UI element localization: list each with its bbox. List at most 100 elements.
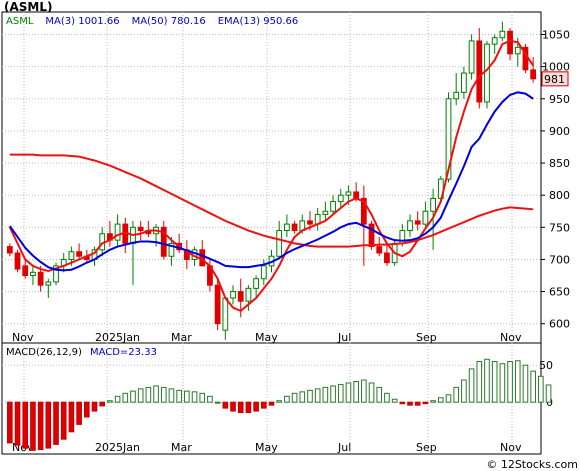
macd-bar <box>414 401 421 406</box>
y-tick-label: 1000 <box>542 61 570 74</box>
macd-bar <box>391 398 398 403</box>
ma3-line <box>8 39 534 313</box>
candle-down <box>476 40 483 103</box>
macd-bar <box>176 389 182 403</box>
macd-bar <box>230 401 236 412</box>
macd-bar <box>468 368 475 403</box>
candle-up <box>453 91 460 100</box>
macd-bar <box>291 392 298 403</box>
macd-bar <box>384 392 390 403</box>
macd-bar <box>330 385 336 403</box>
macd-x-tick-label: Sep <box>416 441 437 454</box>
candle-up <box>499 30 506 39</box>
x-tick-label: Sep <box>416 331 437 344</box>
last-price-label: 981 <box>544 73 565 86</box>
macd-bar <box>407 401 413 406</box>
candle-up <box>245 287 252 302</box>
candle-up <box>260 265 267 280</box>
macd-bar <box>430 400 436 403</box>
macd-bar <box>22 401 29 449</box>
candle-up <box>430 197 436 212</box>
macd-bar <box>68 401 75 433</box>
y-tick-label: 800 <box>549 189 570 202</box>
candle-down <box>360 197 367 225</box>
candle-up <box>253 278 259 289</box>
x-tick-label: Mar <box>171 331 192 344</box>
last-price-box <box>541 71 569 87</box>
macd-bar <box>376 386 383 403</box>
macd-bar <box>37 401 44 451</box>
chart-title: (ASML) <box>4 0 53 14</box>
candle-down <box>368 223 375 248</box>
ema13-line <box>9 91 534 272</box>
macd-bar <box>214 401 221 404</box>
macd-panel-frame <box>1 342 542 455</box>
macd-bar <box>522 364 529 403</box>
candle-down <box>76 251 82 257</box>
y-tick-label: 600 <box>549 318 570 331</box>
candle-up <box>330 201 336 212</box>
x-tick-label: Nov <box>12 331 34 344</box>
y-tick-label: 650 <box>549 286 570 299</box>
candle-up <box>322 210 329 215</box>
macd-bar <box>345 382 352 403</box>
candle-up <box>337 194 344 203</box>
legend-item: ASML <box>6 16 34 27</box>
candle-up <box>284 223 290 232</box>
macd-bar <box>545 384 552 403</box>
legend-item: EMA(13) 950.66 <box>218 16 298 27</box>
macd-bar <box>107 400 113 403</box>
macd-bar <box>299 391 306 403</box>
macd-bar <box>314 388 321 403</box>
macd-bar <box>538 375 544 403</box>
macd-bar <box>91 401 98 412</box>
macd-bar <box>399 401 406 405</box>
legend-item: MA(3) 1001.66 <box>45 16 119 27</box>
candle-up <box>484 43 490 103</box>
macd-bar <box>30 401 36 451</box>
macd-legend-item: MACD(26,12,9) <box>6 347 82 358</box>
watermark: © 12Stocks.com <box>486 458 578 471</box>
macd-bar <box>260 401 267 409</box>
main-panel-frame <box>1 11 542 344</box>
candle-down <box>291 223 298 232</box>
macd-bar <box>484 358 490 403</box>
candle-down <box>137 226 144 232</box>
candle-down <box>6 246 13 254</box>
macd-x-tick-label: Jul <box>337 441 351 454</box>
macd-bar <box>207 395 213 403</box>
candle-down <box>307 220 313 225</box>
macd-bar <box>461 379 467 403</box>
macd-bar <box>284 395 290 403</box>
macd-bar <box>491 361 498 403</box>
candle-up <box>345 191 352 196</box>
x-tick-label: 2025Jan <box>95 331 140 344</box>
macd-x-tick-label: 2025Jan <box>95 441 140 454</box>
macd-bar <box>122 392 129 403</box>
macd-bar <box>422 401 429 405</box>
candle-up <box>114 223 121 241</box>
macd-x-tick-label: Nov <box>500 441 522 454</box>
x-tick-label: Jul <box>337 331 351 344</box>
candle-up <box>45 281 52 286</box>
x-tick-label: May <box>255 331 278 344</box>
macd-x-tick-label: May <box>255 441 278 454</box>
macd-bar <box>153 385 159 403</box>
y-tick-label: 700 <box>549 253 570 266</box>
macd-bar <box>368 382 375 403</box>
ma50-line <box>9 153 534 248</box>
macd-y-tick-label: 50 <box>539 359 553 372</box>
macd-bar <box>476 361 483 403</box>
macd-bar <box>14 401 21 446</box>
macd-bar <box>60 401 67 440</box>
macd-bar <box>222 401 229 409</box>
candle-up <box>276 230 283 257</box>
y-tick-label: 850 <box>549 157 570 170</box>
candle-down <box>237 291 244 302</box>
macd-bar <box>253 401 259 412</box>
macd-bar <box>145 386 152 403</box>
candle-up <box>461 72 467 93</box>
macd-bar <box>99 401 106 407</box>
candle-down <box>37 271 44 286</box>
